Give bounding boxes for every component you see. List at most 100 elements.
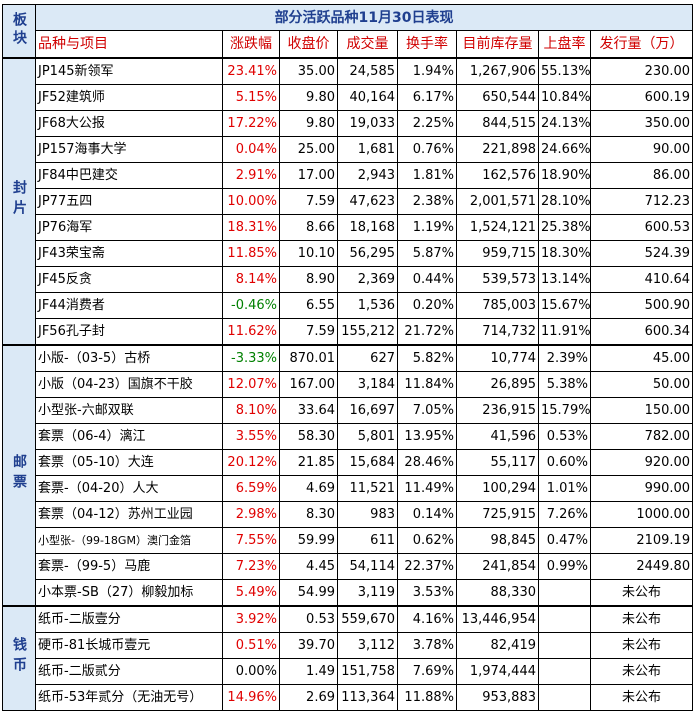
issue-cell: 未公布 (589, 658, 693, 685)
ratio-cell: 55.13% (538, 57, 591, 85)
close-price: 9.80 (279, 84, 338, 111)
stock-cell: 162,576 (456, 162, 539, 189)
stock-cell: 26,895 (456, 371, 539, 398)
turnover-cell: 5.87% (397, 240, 457, 267)
close-price: 33.64 (279, 397, 338, 424)
turnover-cell: 11.88% (397, 684, 457, 711)
close-price: 8.90 (279, 266, 338, 293)
table-row: 邮票 小版-（03-5）古桥 -3.33% 870.01 627 5.82% 10,774 2… (2, 344, 693, 607)
close-price: 7.59 (279, 188, 338, 215)
stock-cell: 725,915 (456, 501, 539, 528)
turnover-cell: 0.14% (397, 501, 457, 528)
change-cell: 14.96% (222, 684, 280, 711)
table-row: JF84中巴建交 2.91% 17.00 2,943 1.81% 162,576 18.90… (3, 162, 693, 189)
close-price: 39.70 (279, 632, 338, 659)
issue-cell: 920.00 (589, 449, 693, 476)
item-name: JP77五四 (35, 188, 223, 215)
issue-cell: 782.00 (589, 423, 693, 450)
change-cell: 5.49% (222, 579, 280, 607)
turnover-cell: 3.53% (397, 579, 457, 607)
issue-cell: 230.00 (589, 57, 693, 85)
column-header-row: 品种与项目 涨跌幅 收盘价 成交量 换手率 目前库存量 上盘率 发行量（万） (3, 30, 693, 59)
ratio-cell: 5.38% (538, 371, 591, 398)
issue-cell: 50.00 (589, 371, 693, 398)
stock-cell: 221,898 (456, 136, 539, 163)
table-row: JF68大公报 17.22% 9.80 19,033 2.25% 844,515 24.13… (3, 110, 693, 137)
turnover-cell: 2.38% (397, 188, 457, 215)
issue-cell: 未公布 (589, 605, 693, 633)
ratio-cell: 11.91% (538, 318, 591, 346)
item-name: 小版（04-23）国旗不干胶 (35, 371, 223, 398)
column-header: 品种与项目 (35, 30, 223, 59)
ratio-cell: 0.99% (538, 553, 591, 580)
ratio-cell: 2.39% (538, 344, 591, 372)
section-label: 封片 (2, 57, 36, 346)
volume-cell: 611 (337, 527, 398, 554)
item-name: JP76海军 (35, 214, 223, 241)
stock-cell: 100,294 (456, 475, 539, 502)
volume-cell: 47,623 (337, 188, 398, 215)
item-name: JP145新领军 (35, 57, 223, 85)
stock-cell: 82,419 (456, 632, 539, 659)
volume-cell: 19,033 (337, 110, 398, 137)
turnover-cell: 1.81% (397, 162, 457, 189)
table-title: 部分活跃品种11月30日表现 (34, 3, 693, 32)
item-name: JF84中巴建交 (35, 162, 223, 189)
column-header: 目前库存量 (456, 30, 539, 59)
table-row: 套票（06-4）漓江 3.55% 58.30 5,801 13.95% 41,596 0.5… (3, 423, 693, 450)
turnover-cell: 11.49% (397, 475, 457, 502)
table-row: JF43荣宝斋 11.85% 10.10 56,295 5.87% 959,715 18.3… (3, 240, 693, 267)
close-price: 4.45 (279, 553, 338, 580)
stock-cell: 98,845 (456, 527, 539, 554)
table-row: 小型张-六邮双联 8.10% 33.64 16,697 7.05% 236,915 15.7… (3, 397, 693, 424)
volume-cell: 627 (337, 344, 398, 372)
change-cell: 6.59% (222, 475, 280, 502)
close-price: 10.10 (279, 240, 338, 267)
volume-cell: 24,585 (337, 57, 398, 85)
section-label: 邮票 (2, 344, 36, 607)
stock-cell: 714,732 (456, 318, 539, 346)
ratio-cell: 15.67% (538, 292, 591, 319)
change-cell: 8.10% (222, 397, 280, 424)
change-cell: 0.04% (222, 136, 280, 163)
close-price: 58.30 (279, 423, 338, 450)
item-name: 纸币-二版壹分 (35, 605, 223, 633)
close-price: 54.99 (279, 579, 338, 607)
ratio-cell (538, 632, 591, 659)
column-header: 涨跌幅 (222, 30, 280, 59)
item-name: 套票-（99-5）马鹿 (35, 553, 223, 580)
change-cell: 18.31% (222, 214, 280, 241)
turnover-cell: 1.19% (397, 214, 457, 241)
column-header: 收盘价 (279, 30, 338, 59)
stock-cell: 2,001,571 (456, 188, 539, 215)
issue-cell: 2449.80 (589, 553, 693, 580)
issue-cell: 45.00 (589, 344, 693, 372)
section-label: 钱币 (2, 605, 36, 711)
turnover-cell: 1.94% (397, 57, 457, 85)
item-name: 套票-（04-20）人大 (35, 475, 223, 502)
turnover-cell: 21.72% (397, 318, 457, 346)
table-row: 套票（05-10）大连 20.12% 21.85 15,684 28.46% 55,117… (3, 449, 693, 476)
table-row: JF56孔子封 11.62% 7.59 155,212 21.72% 714,732 11.… (3, 318, 693, 346)
column-header: 上盘率 (538, 30, 591, 59)
change-cell: 3.92% (222, 605, 280, 633)
volume-cell: 1,681 (337, 136, 398, 163)
volume-cell: 11,521 (337, 475, 398, 502)
issue-cell: 600.53 (589, 214, 693, 241)
close-price: 59.99 (279, 527, 338, 554)
item-name: JF43荣宝斋 (35, 240, 223, 267)
stock-cell: 785,003 (456, 292, 539, 319)
table-row: JP76海军 18.31% 8.66 18,168 1.19% 1,524,121 25.3… (3, 214, 693, 241)
ratio-cell: 25.38% (538, 214, 591, 241)
change-cell: 23.41% (222, 57, 280, 85)
close-price: 25.00 (279, 136, 338, 163)
volume-cell: 15,684 (337, 449, 398, 476)
ratio-cell: 13.14% (538, 266, 591, 293)
section-label-text: 封片 (11, 180, 27, 220)
issue-cell: 350.00 (589, 110, 693, 137)
stock-cell: 88,330 (456, 579, 539, 607)
change-cell: 17.22% (222, 110, 280, 137)
item-name: 纸币-二版贰分 (35, 658, 223, 685)
item-name: 硬币-81长城币壹元 (35, 632, 223, 659)
item-name: 纸币-53年贰分（无油无号） (35, 684, 223, 711)
